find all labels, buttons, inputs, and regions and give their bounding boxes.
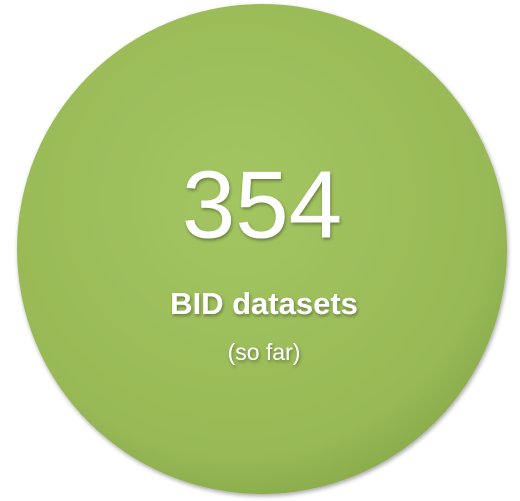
number: 354	[182, 151, 342, 258]
note: (so far)	[228, 339, 301, 365]
label: BID datasets	[170, 286, 358, 321]
circle	[17, 4, 507, 494]
